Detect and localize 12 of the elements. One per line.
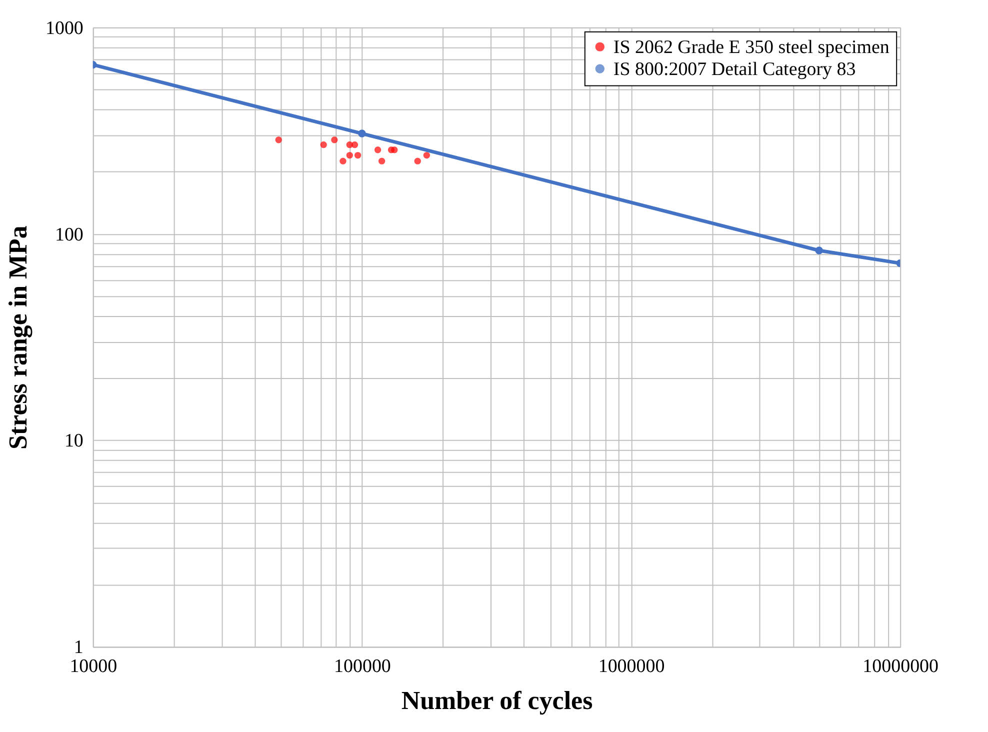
x-tick-label: 10000000 [862,656,939,678]
y-axis-title: Stress range in MPa [3,226,32,450]
x-tick-label: 100000 [334,656,391,678]
y-tick-label: 10 [64,430,84,452]
legend-label: IS 800:2007 Detail Category 83 [613,58,856,80]
x-axis-title: Number of cycles [401,686,593,716]
legend-label: IS 2062 Grade E 350 steel specimen [613,36,890,58]
x-tick-label: 10000 [70,656,118,678]
y-tick-label: 1 [74,637,84,658]
x-tick-label: 1000000 [598,656,665,678]
y-tick-label: 100 [54,224,84,246]
y-tick-label: 1000 [45,18,84,39]
